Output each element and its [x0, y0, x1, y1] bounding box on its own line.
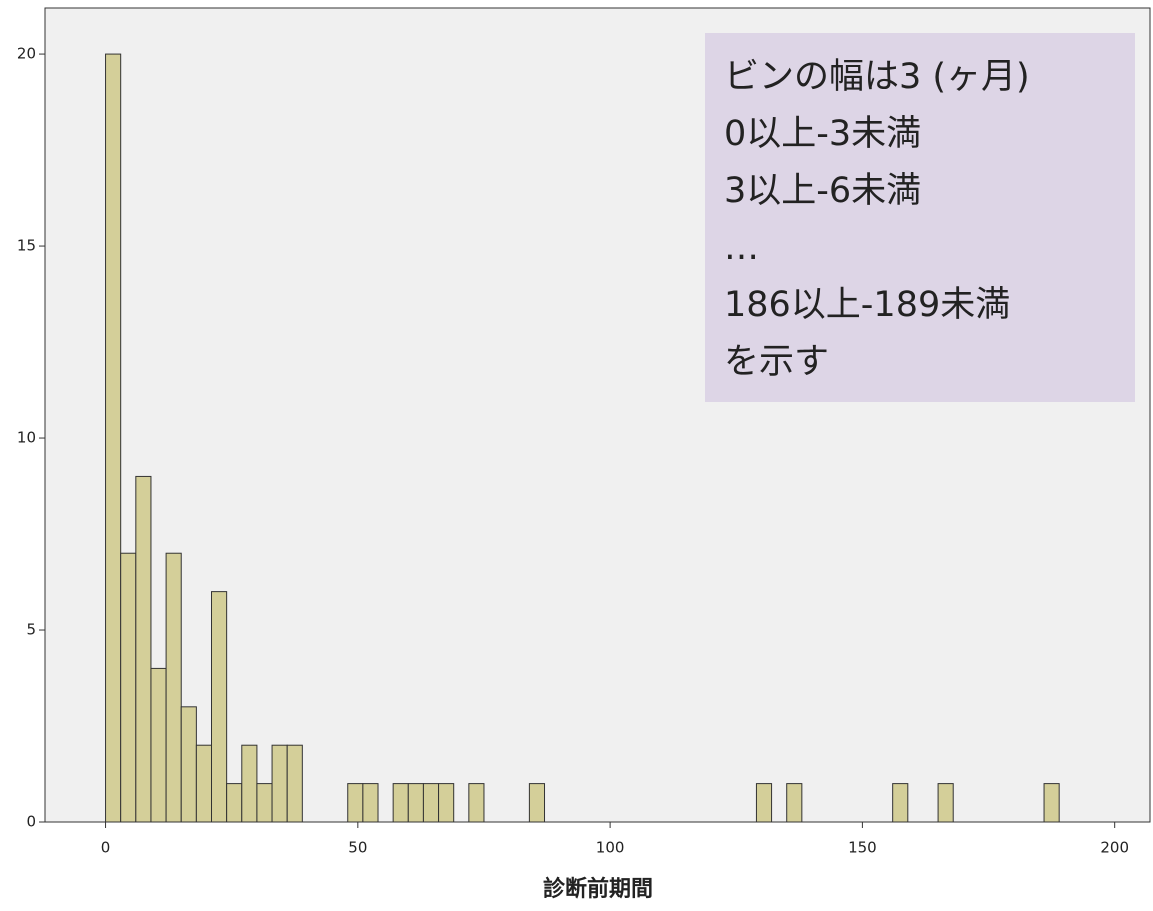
- bar: [528, 783, 546, 823]
- bar: [195, 744, 213, 823]
- y-tick-label: 0: [26, 813, 36, 831]
- x-tick-label: 200: [1100, 839, 1129, 857]
- bar: [347, 783, 364, 823]
- bar: [180, 706, 197, 823]
- bar: [786, 783, 803, 823]
- bar: [892, 783, 909, 823]
- annotation-text: を示す: [724, 342, 829, 382]
- bar: [256, 783, 273, 823]
- bar: [407, 783, 424, 823]
- x-tick-label: 100: [596, 839, 625, 857]
- bar: [211, 591, 228, 823]
- bar: [226, 783, 243, 823]
- bar: [755, 783, 773, 823]
- y-tick-label: 15: [17, 237, 36, 255]
- bar: [165, 552, 182, 823]
- bar: [241, 744, 258, 823]
- y-tick-label: 5: [26, 621, 36, 639]
- bar: [1043, 783, 1060, 823]
- y-tick-label: 10: [17, 429, 36, 447]
- x-tick-label: 150: [848, 839, 877, 857]
- x-axis-label: 診断前期間: [543, 876, 653, 902]
- bar: [937, 783, 954, 823]
- annotation-text: 3以上-6未満: [724, 171, 921, 211]
- annotation-box: [705, 33, 1135, 402]
- bar: [120, 552, 137, 823]
- bar: [286, 744, 303, 823]
- annotation-text: 186以上-189未満: [724, 285, 1010, 325]
- annotation-text: …: [724, 228, 759, 268]
- bar: [135, 475, 152, 823]
- bar: [422, 783, 440, 823]
- annotation-text: 0以上-3未満: [724, 114, 921, 154]
- bar: [438, 783, 455, 823]
- bar: [392, 783, 409, 823]
- bar: [468, 783, 485, 823]
- bar: [271, 744, 288, 823]
- x-tick-label: 0: [101, 839, 111, 857]
- x-tick-label: 50: [348, 839, 367, 857]
- bar: [105, 53, 122, 823]
- bar: [362, 783, 379, 823]
- y-tick-label: 20: [17, 45, 36, 63]
- bar: [150, 667, 167, 823]
- annotation-text: ビンの幅は3 (ヶ月): [724, 57, 1030, 97]
